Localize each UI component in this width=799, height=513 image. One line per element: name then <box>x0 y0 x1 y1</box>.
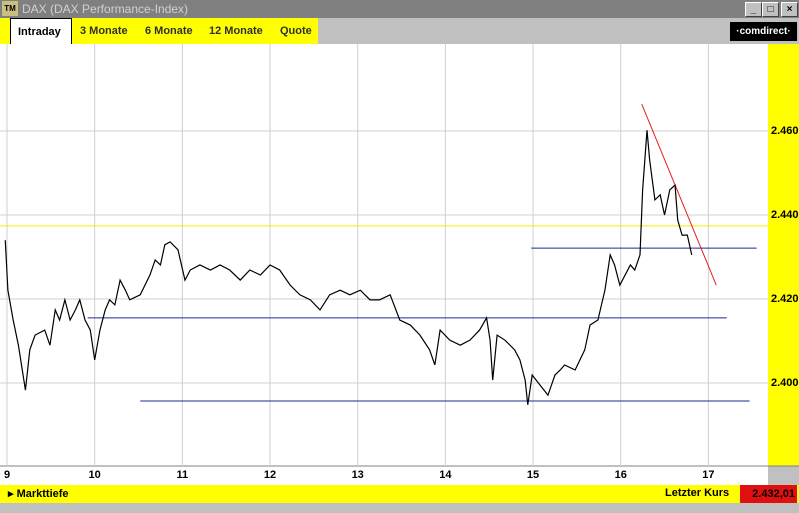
x-tick-label: 9 <box>4 469 10 481</box>
link-text: Markttiefe <box>16 488 69 500</box>
maximize-button[interactable]: □ <box>762 2 779 17</box>
app-icon: TM <box>2 1 18 16</box>
last-value: 2.432,01 <box>740 485 797 503</box>
x-tick-label: 10 <box>89 469 101 481</box>
tab[interactable]: Quote <box>280 25 312 37</box>
tab[interactable]: 6 Monate <box>145 25 193 37</box>
chart: 9 10 11 12 13 14 15 16 17 2.400 2.420 2.440 2.460 <box>0 44 799 485</box>
close-button[interactable]: × <box>781 2 798 17</box>
x-tick-label: 17 <box>702 469 714 481</box>
x-tick-label: 11 <box>177 469 189 481</box>
tab-row: Intraday 3 Monate 6 Monate 12 Monate Quo… <box>0 18 799 44</box>
y-tick-label: 2.440 <box>771 209 799 221</box>
y-axis-panel <box>768 44 799 466</box>
plot-background <box>0 44 768 485</box>
footer: ▸ Markttiefe Letzter Kurs 2.432,01 <box>0 485 799 503</box>
footer-link[interactable]: ▸ Markttiefe <box>8 488 69 500</box>
title-bar: TM DAX (DAX Performance-Index) _ □ × <box>0 0 799 18</box>
tab[interactable]: 3 Monate <box>80 25 128 37</box>
window-title: DAX (DAX Performance-Index) <box>22 2 189 16</box>
annotation-line <box>641 103 717 286</box>
tab-bar: Intraday 3 Monate 6 Monate 12 Monate Quo… <box>0 18 318 44</box>
last-label: Letzter Kurs <box>665 487 730 499</box>
logo: ·comdirect· <box>730 22 797 41</box>
y-tick-label: 2.420 <box>771 293 799 305</box>
y-tick-label: 2.460 <box>771 125 799 137</box>
minimize-button[interactable]: _ <box>745 2 762 17</box>
x-tick-label: 15 <box>527 469 539 481</box>
x-tick-label: 16 <box>615 469 627 481</box>
y-tick-label: 2.400 <box>771 377 799 389</box>
x-tick-label: 13 <box>352 469 364 481</box>
tab[interactable]: Intraday <box>10 18 72 44</box>
x-tick-label: 14 <box>439 469 452 481</box>
price-line <box>4 130 693 405</box>
x-tick-label: 12 <box>264 469 276 481</box>
tab[interactable]: 12 Monate <box>209 25 263 37</box>
